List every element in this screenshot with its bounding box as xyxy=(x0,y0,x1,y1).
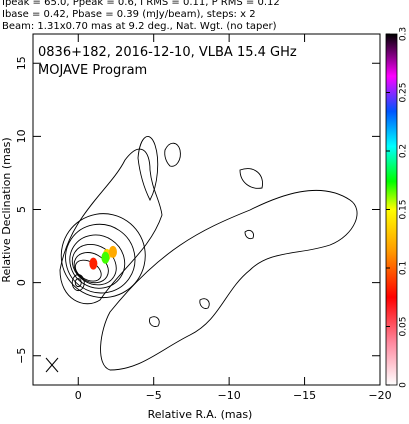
contour-line xyxy=(244,229,254,240)
contour-ring xyxy=(74,259,102,282)
header-line-3: Beam: 1.31x0.70 mas at 9.2 deg., Nat. Wg… xyxy=(2,21,277,32)
contour-ring xyxy=(65,223,136,294)
contour-line xyxy=(199,298,210,309)
contour-ring xyxy=(69,234,126,289)
colorbar-tick-label: 0.1 xyxy=(399,261,409,275)
plot-title-line-1: 0836+182, 2016-12-10, VLBA 15.4 GHz xyxy=(38,45,297,60)
polarization-blob xyxy=(101,251,110,264)
colorbar-tick-label: 0.2 xyxy=(399,144,409,158)
y-tick-label: 0 xyxy=(15,279,28,286)
colorbar-tick-label: 0.05 xyxy=(399,316,409,336)
colorbar-tick-label: 0.15 xyxy=(399,199,409,219)
core-contour xyxy=(71,274,85,292)
polarization-blobs xyxy=(89,245,117,270)
colorbar-tick-label: 0.3 xyxy=(399,27,409,41)
contour-line xyxy=(137,136,159,201)
contour-line xyxy=(59,148,163,305)
x-tick-label: −5 xyxy=(146,389,162,402)
contour-line xyxy=(164,142,181,167)
header-line-2: Ibase = 0.42, Pbase = 0.39 (mJy/beam), s… xyxy=(2,9,256,20)
polarization-blob xyxy=(89,257,98,270)
y-tick-label: −5 xyxy=(15,348,28,364)
plot-title-line-2: MOJAVE Program xyxy=(38,63,147,78)
colorbar-tick-label: 0.25 xyxy=(399,82,409,102)
contour-lines xyxy=(59,136,358,371)
colorbar-ticks: 0 0.05 0.1 0.15 0.2 0.25 0.3 xyxy=(386,27,409,388)
y-axis-title: Relative Declination (mas) xyxy=(0,137,13,282)
contour-line xyxy=(149,316,160,327)
y-tick-label: 10 xyxy=(15,129,28,143)
polarization-blob xyxy=(108,245,117,258)
y-tick-label: 5 xyxy=(15,206,28,213)
x-axis-title: Relative R.A. (mas) xyxy=(148,408,253,421)
contour-line xyxy=(100,189,358,371)
x-tick-label: −10 xyxy=(218,389,241,402)
contour-line xyxy=(239,168,263,189)
core-contour xyxy=(74,278,82,288)
x-tick-label: −20 xyxy=(368,389,391,402)
beam-marker xyxy=(45,357,59,373)
x-tick-label: −15 xyxy=(293,389,316,402)
header-line-1: Ipeak = 65.0, Ppeak = 0.6, I RMS = 0.11,… xyxy=(2,0,280,8)
axis-ticks: 0 −5 −10 −15 −20 −5 0 5 10 15 xyxy=(15,34,392,402)
contour-ring xyxy=(60,213,146,299)
y-tick-label: 15 xyxy=(15,56,28,70)
colorbar-tick-label: 0 xyxy=(399,382,409,388)
plot-frame xyxy=(32,33,381,386)
x-tick-label: 0 xyxy=(75,389,82,402)
